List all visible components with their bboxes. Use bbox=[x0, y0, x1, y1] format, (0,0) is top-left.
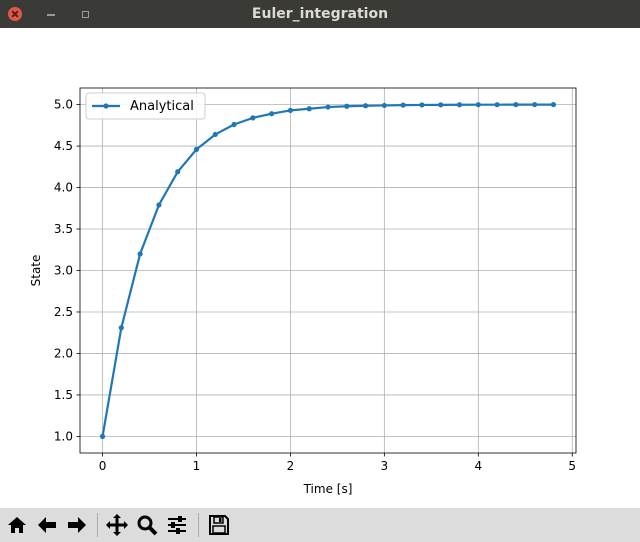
figure-canvas[interactable]: 0 1 2 3 4 5 1.0 1.5 2.0 2.5 3.0 3.5 4.0 4.5 5.0 Time [s… bbox=[0, 28, 640, 508]
y-tick-label: 4.0 bbox=[54, 181, 73, 195]
legend-label: Analytical bbox=[130, 99, 194, 114]
y-tick-label: 2.0 bbox=[54, 346, 73, 360]
zoom-button[interactable] bbox=[134, 512, 160, 538]
x-tick-label: 0 bbox=[99, 459, 107, 473]
data-point bbox=[456, 102, 463, 108]
x-tick-label: 5 bbox=[568, 459, 576, 473]
data-point bbox=[532, 101, 538, 108]
data-point bbox=[475, 102, 481, 108]
save-button[interactable] bbox=[206, 512, 232, 538]
forward-arrow-icon bbox=[68, 517, 86, 533]
y-tick-label: 4.5 bbox=[54, 139, 73, 153]
configure-subplots-icon bbox=[168, 516, 186, 534]
data-point bbox=[400, 102, 406, 108]
window-title: Euler_integration bbox=[251, 6, 389, 22]
y-tick-label: 1.0 bbox=[54, 429, 73, 443]
pan-icon bbox=[106, 514, 128, 536]
x-tick-label: 1 bbox=[193, 459, 201, 473]
toolbar-separator bbox=[97, 513, 98, 537]
data-point bbox=[193, 146, 200, 152]
back-arrow-icon bbox=[38, 517, 56, 533]
data-point bbox=[231, 121, 237, 128]
data-point bbox=[494, 102, 500, 108]
data-point bbox=[137, 251, 143, 257]
configure-subplots-button[interactable] bbox=[164, 512, 190, 538]
legend-box bbox=[85, 92, 206, 120]
toolbar-separator bbox=[198, 513, 199, 537]
data-point bbox=[287, 107, 294, 113]
legend-marker bbox=[103, 103, 109, 109]
data-point bbox=[156, 202, 162, 208]
home-icon bbox=[8, 517, 26, 533]
pan-button[interactable] bbox=[104, 512, 130, 538]
window-titlebar: Euler_integration bbox=[0, 0, 640, 28]
home-button[interactable] bbox=[4, 512, 30, 538]
data-point bbox=[175, 169, 181, 175]
legend: Analytical bbox=[85, 92, 206, 120]
data-point bbox=[325, 104, 331, 110]
data-point bbox=[118, 325, 124, 331]
y-axis-label: State bbox=[29, 255, 43, 287]
x-tick-label: 3 bbox=[381, 459, 389, 473]
minimize-window-button[interactable] bbox=[44, 7, 58, 21]
x-tick-label: 2 bbox=[287, 459, 295, 473]
data-point bbox=[419, 102, 425, 108]
x-axis-label: Time [s] bbox=[303, 482, 353, 496]
data-point bbox=[438, 102, 444, 108]
y-tick-label: 3.5 bbox=[54, 222, 73, 236]
forward-button[interactable] bbox=[64, 512, 90, 538]
data-point bbox=[250, 115, 256, 121]
back-button[interactable] bbox=[34, 512, 60, 538]
close-window-button[interactable] bbox=[8, 7, 22, 21]
data-point bbox=[362, 103, 369, 109]
x-tick-label: 4 bbox=[474, 459, 482, 473]
data-point bbox=[212, 131, 218, 138]
navigation-toolbar bbox=[0, 508, 640, 542]
y-tick-label: 5.0 bbox=[54, 98, 73, 112]
save-icon bbox=[209, 515, 229, 535]
zoom-icon bbox=[137, 515, 158, 536]
data-point bbox=[381, 102, 387, 109]
data-point bbox=[99, 433, 106, 440]
data-point bbox=[344, 103, 350, 109]
data-point bbox=[269, 111, 275, 117]
data-point bbox=[550, 101, 557, 108]
y-tick-label: 2.5 bbox=[54, 305, 73, 319]
data-point bbox=[306, 106, 312, 112]
line-chart[interactable]: 0 1 2 3 4 5 1.0 1.5 2.0 2.5 3.0 3.5 4.0 4.5 5.0 Time [s… bbox=[0, 28, 640, 508]
y-tick-label: 1.5 bbox=[54, 388, 73, 402]
data-point bbox=[513, 101, 519, 108]
y-tick-label: 3.0 bbox=[54, 264, 73, 278]
maximize-window-button[interactable] bbox=[78, 7, 92, 21]
